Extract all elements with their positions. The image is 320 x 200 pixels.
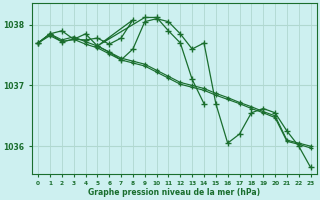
X-axis label: Graphe pression niveau de la mer (hPa): Graphe pression niveau de la mer (hPa) [88,188,260,197]
